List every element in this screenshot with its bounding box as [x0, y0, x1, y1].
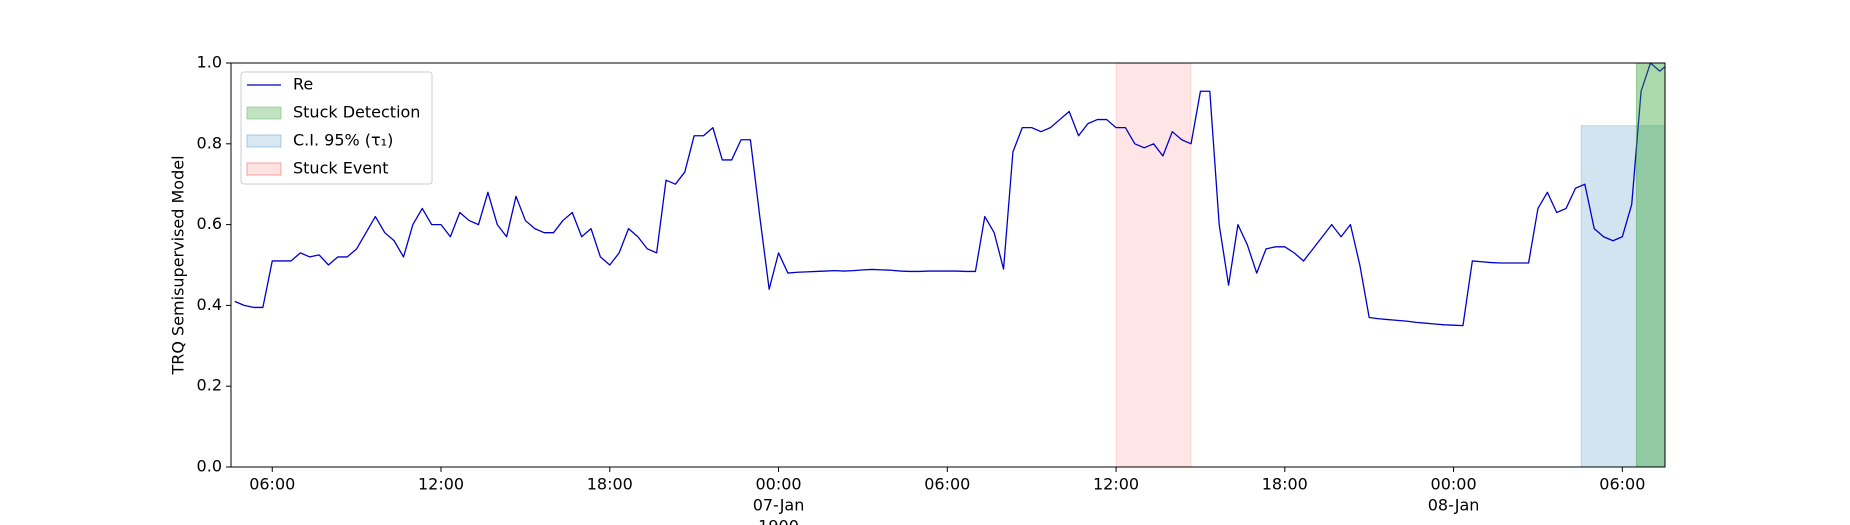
x-tick-label: 18:00: [587, 475, 633, 494]
x-tick-year: 1900: [758, 517, 799, 525]
y-tick-label: 1.0: [197, 53, 222, 72]
legend-label: Stuck Event: [293, 159, 389, 178]
legend-patch: [246, 134, 282, 148]
span-region: [1580, 125, 1666, 468]
y-tick-label: 0.4: [197, 295, 222, 314]
y-tick-label: 0.2: [197, 376, 222, 395]
y-tick-label: 0.8: [197, 133, 222, 152]
x-tick-label: 12:00: [418, 475, 464, 494]
x-tick-label: 12:00: [1093, 475, 1139, 494]
plot-frame: [230, 62, 1666, 468]
legend-patch: [246, 106, 282, 120]
legend-label: C.I. 95% (τ₁): [293, 131, 393, 150]
x-tick-label: 06:00: [249, 475, 295, 494]
x-tick-label: 00:00: [755, 475, 801, 494]
span-region: [1115, 62, 1192, 468]
legend-box: [240, 71, 433, 185]
span-region: [1635, 62, 1666, 468]
y-axis-label: TRQ Semisupervised Model: [169, 155, 188, 375]
y-tick-label: 0.0: [197, 457, 222, 476]
x-tick-label: 06:00: [1599, 475, 1645, 494]
data-line: [234, 62, 1665, 327]
x-tick-date: 07-Jan: [753, 496, 805, 515]
x-tick-date: 08-Jan: [1428, 496, 1480, 515]
legend-label: Re: [293, 75, 313, 94]
legend-label: Stuck Detection: [293, 103, 420, 122]
x-tick-label: 06:00: [924, 475, 970, 494]
y-tick-label: 0.6: [197, 214, 222, 233]
x-tick-label: 00:00: [1431, 475, 1477, 494]
legend-patch: [246, 162, 282, 176]
x-tick-label: 18:00: [1262, 475, 1308, 494]
